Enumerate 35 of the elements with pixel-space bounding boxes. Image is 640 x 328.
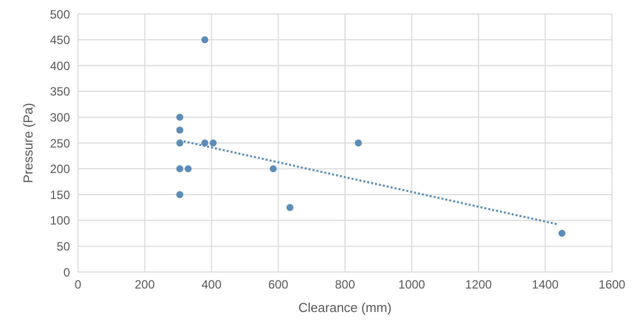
x-tick-label: 1200 [465, 278, 492, 292]
point [176, 126, 184, 134]
x-tick-label: 400 [201, 278, 222, 292]
y-tick-label: 400 [50, 58, 70, 73]
point [176, 140, 184, 146]
y-axis-title: Pressure (Pa) [20, 102, 36, 184]
point [286, 204, 294, 211]
x-tick-label: 1000 [398, 278, 426, 292]
x-axis-title: Clearance (mm) [298, 300, 392, 315]
y-tick-label: 50 [56, 239, 70, 254]
point [184, 165, 192, 172]
y-tick-label: 0 [63, 265, 70, 280]
point [176, 165, 184, 172]
point [201, 36, 208, 44]
y-tick-label: 450 [50, 33, 70, 48]
y-tick-label: 350 [50, 84, 70, 99]
point [176, 114, 184, 121]
point [354, 140, 362, 146]
point [176, 191, 184, 198]
x-tick-label: 800 [334, 278, 356, 292]
point [558, 230, 566, 237]
y-tick-label: 150 [50, 188, 70, 202]
y-tick-label: 250 [50, 136, 70, 150]
point [201, 140, 208, 146]
x-tick-label: 0 [74, 278, 82, 292]
y-tick-label: 300 [50, 110, 70, 124]
x-tick-label: 1600 [598, 278, 626, 292]
y-tick-label: 100 [50, 214, 70, 228]
point [210, 140, 217, 146]
x-tick-label: 1400 [532, 278, 559, 292]
x-tick-label: 600 [268, 278, 289, 292]
point [270, 165, 277, 172]
y-tick-label: 200 [50, 162, 70, 176]
y-tick-label: 500 [50, 7, 70, 22]
x-tick-label: 200 [134, 278, 156, 292]
